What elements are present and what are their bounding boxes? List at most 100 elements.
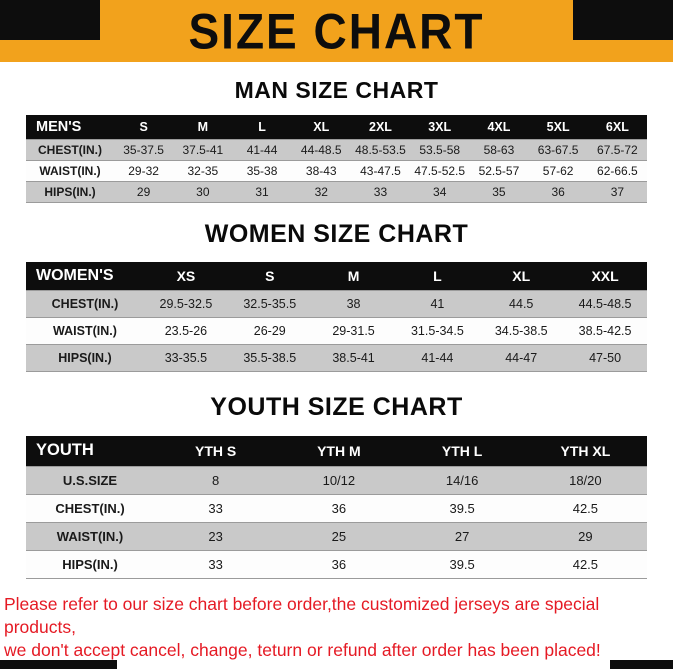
value-cell: 41-44 [395,344,480,372]
youth-size-table: YOUTH YTH S YTH M YTH L YTH XL U.S.SIZE 8 10/12… [26,436,647,579]
row-label-cell: WAIST(IN.) [26,521,154,551]
table-row: WAIST(IN.) 29-32 32-35 35-38 38-43 43-47.5 47.… [26,159,647,182]
value-cell: 43-47.5 [350,159,411,182]
value-cell: 35.5-38.5 [227,344,312,372]
value-cell: 38.5-42.5 [563,317,647,345]
top-left-corner-block [0,0,100,40]
value-cell: 29 [523,521,647,551]
size-header-cell: M [311,261,396,291]
value-cell: 36 [528,180,588,203]
size-header-cell: L [232,115,292,139]
value-cell: 8 [154,465,278,495]
size-chart-banner: SIZE CHART [0,0,673,62]
value-cell: 42.5 [523,549,647,579]
size-header-cell: 3XL [410,115,470,139]
value-cell: 53.5-58 [410,138,470,161]
table-title-cell: MEN'S [26,115,114,139]
disclaimer-line-1: Please refer to our size chart before or… [4,593,600,637]
value-cell: 33-35.5 [144,344,228,372]
row-label-cell: U.S.SIZE [26,465,154,495]
value-cell: 33 [350,180,411,203]
table-title-cell: YOUTH [26,436,154,466]
value-cell: 41-44 [232,138,292,161]
row-label-cell: HIPS(IN.) [26,549,154,579]
table-row: CHEST(IN.) 35-37.5 37.5-41 41-44 44-48.5 48.5… [26,138,647,161]
value-cell: 26-29 [227,317,312,345]
value-cell: 38 [311,290,396,318]
value-cell: 31 [232,180,292,203]
disclaimer-note: Please refer to our size chart before or… [4,593,671,662]
table-row: WAIST(IN.) 23.5-26 26-29 29-31.5 31.5-34.5 34… [26,317,647,345]
bottom-left-corner-block [0,660,117,669]
value-cell: 29.5-32.5 [144,290,228,318]
value-cell: 47-50 [563,344,647,372]
value-cell: 58-63 [469,138,529,161]
value-cell: 32 [291,180,351,203]
value-cell: 32-35 [173,159,233,182]
value-cell: 27 [400,521,524,551]
row-label-cell: CHEST(IN.) [26,138,114,161]
value-cell: 41 [395,290,480,318]
size-header-cell: XL [479,261,564,291]
women-section-title: WOMEN SIZE CHART [204,219,469,248]
value-cell: 44-48.5 [291,138,351,161]
value-cell: 30 [173,180,233,203]
size-header-cell: L [395,261,480,291]
value-cell: 34 [410,180,470,203]
women-size-table: WOMEN'S XS S M L XL XXL CHEST(IN.) 29.5-32.5 32.5… [26,261,647,372]
size-header-cell: S [114,115,174,139]
value-cell: 47.5-52.5 [410,159,470,182]
men-section-title: MAN SIZE CHART [234,77,439,103]
size-header-cell: XXL [563,261,647,291]
table-row: CHEST(IN.) 33 36 39.5 42.5 [26,493,647,523]
value-cell: 38-43 [291,159,351,182]
value-cell: 39.5 [400,493,524,523]
value-cell: 44.5-48.5 [563,290,647,318]
value-cell: 33 [154,493,278,523]
value-cell: 32.5-35.5 [227,290,312,318]
page-title: SIZE CHART [188,2,485,60]
value-cell: 36 [277,549,401,579]
value-cell: 31.5-34.5 [395,317,480,345]
value-cell: 37 [587,180,647,203]
value-cell: 35-38 [232,159,292,182]
value-cell: 34.5-38.5 [479,317,564,345]
size-header-cell: YTH L [400,436,524,466]
value-cell: 36 [277,493,401,523]
table-title-cell: WOMEN'S [26,261,144,291]
table-header-row: YOUTH YTH S YTH M YTH L YTH XL [26,436,647,466]
size-header-cell: 2XL [350,115,411,139]
size-header-cell: M [173,115,233,139]
size-header-cell: 5XL [528,115,588,139]
value-cell: 48.5-53.5 [350,138,411,161]
size-header-cell: S [227,261,312,291]
top-right-corner-block [573,0,673,40]
value-cell: 52.5-57 [469,159,529,182]
value-cell: 42.5 [523,493,647,523]
value-cell: 35 [469,180,529,203]
value-cell: 18/20 [523,465,647,495]
row-label-cell: CHEST(IN.) [26,290,144,318]
table-header-row: WOMEN'S XS S M L XL XXL [26,261,647,291]
youth-section-title: YOUTH SIZE CHART [210,393,463,421]
value-cell: 38.5-41 [311,344,396,372]
value-cell: 14/16 [400,465,524,495]
men-size-table: MEN'S S M L XL 2XL 3XL 4XL 5XL 6XL CHEST(IN.) 35-37… [26,115,647,203]
table-row: HIPS(IN.) 33 36 39.5 42.5 [26,549,647,579]
disclaimer-line-2: we don't accept cancel, change, teturn o… [4,639,601,660]
value-cell: 33 [154,549,278,579]
table-row: HIPS(IN.) 33-35.5 35.5-38.5 38.5-41 41-44 44-… [26,344,647,372]
table-row: U.S.SIZE 8 10/12 14/16 18/20 [26,465,647,495]
row-label-cell: WAIST(IN.) [26,317,144,345]
value-cell: 37.5-41 [173,138,233,161]
value-cell: 25 [277,521,401,551]
table-row: WAIST(IN.) 23 25 27 29 [26,521,647,551]
size-header-cell: 4XL [469,115,529,139]
size-header-cell: YTH S [154,436,278,466]
row-label-cell: CHEST(IN.) [26,493,154,523]
table-header-row: MEN'S S M L XL 2XL 3XL 4XL 5XL 6XL [26,115,647,139]
value-cell: 29-32 [114,159,174,182]
value-cell: 29 [114,180,174,203]
value-cell: 67.5-72 [587,138,647,161]
value-cell: 29-31.5 [311,317,396,345]
